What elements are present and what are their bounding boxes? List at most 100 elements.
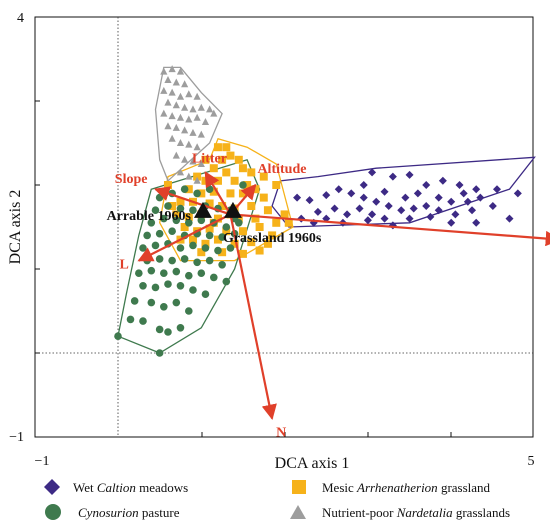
point-cynos <box>193 258 201 267</box>
point-nardetalia <box>193 113 201 121</box>
point-cynos <box>197 216 206 225</box>
point-cynos <box>164 202 172 210</box>
legend-label-arrhenatherion: Mesic Arrhenatherion grassland <box>322 480 491 495</box>
centroid-label-0: Arrable 1960s <box>107 209 192 224</box>
legend-marker-triangle <box>290 505 306 519</box>
legend: Wet Caltion meadows Cynosurion pasture M… <box>44 479 510 520</box>
point-cynos <box>151 206 160 214</box>
point-cynos <box>185 307 193 315</box>
arrow-l <box>137 213 231 262</box>
point-cynos <box>180 185 189 193</box>
point-caltion <box>422 181 431 189</box>
x-tick-label-right: 5 <box>528 454 535 469</box>
point-nardetalia <box>189 128 197 136</box>
point-cynos <box>147 219 156 227</box>
point-nardetalia <box>185 90 193 98</box>
point-cynos <box>185 219 193 227</box>
point-arrhen <box>238 164 247 173</box>
point-caltion <box>405 170 414 179</box>
point-nardetalia <box>168 134 176 142</box>
legend-item-nardetalia: Nutrient-poor Nardetalia grasslands <box>290 505 510 520</box>
point-caltion <box>434 193 443 202</box>
arrow-f <box>230 213 550 247</box>
point-nardetalia <box>210 109 218 117</box>
point-caltion <box>493 185 502 194</box>
point-nardetalia <box>164 76 172 83</box>
centroid-label-1: Grassland 1960s <box>223 231 322 246</box>
x-tick-label-left: −1 <box>35 454 50 469</box>
point-arrhen <box>213 214 222 223</box>
point-cynos <box>172 216 181 225</box>
arrow-label-slope: Slope <box>115 172 148 187</box>
point-arrhen <box>168 202 177 210</box>
point-caltion <box>472 185 481 194</box>
point-arrhen <box>184 185 193 194</box>
point-arrhen <box>280 210 289 219</box>
point-cynos <box>189 286 197 294</box>
point-arrhen <box>176 197 185 206</box>
point-cynos <box>176 324 185 332</box>
point-cynos <box>180 255 189 263</box>
point-cynos <box>155 229 164 238</box>
point-caltion <box>293 193 302 202</box>
point-arrhen <box>163 181 172 189</box>
point-caltion <box>372 197 381 206</box>
point-cynos <box>226 244 235 252</box>
point-nardetalia <box>181 126 189 134</box>
point-caltion <box>447 197 456 206</box>
point-caltion <box>355 204 364 213</box>
point-arrhen <box>251 214 260 223</box>
point-nardetalia <box>197 130 205 138</box>
point-arrhen <box>213 235 222 244</box>
point-caltion <box>468 206 477 215</box>
point-nardetalia <box>172 78 180 86</box>
point-arrhen <box>238 227 247 236</box>
point-nardetalia <box>201 118 210 125</box>
point-nardetalia <box>193 176 201 184</box>
point-arrhen <box>184 212 193 221</box>
point-caltion <box>422 202 431 210</box>
point-nardetalia <box>176 139 185 146</box>
point-cynos <box>176 244 185 252</box>
point-arrhen <box>218 155 227 164</box>
point-arrhen <box>263 239 272 248</box>
point-cynos <box>193 189 201 198</box>
point-caltion <box>476 193 485 202</box>
point-caltion <box>359 193 368 202</box>
point-arrhen <box>213 176 222 185</box>
point-nardetalia <box>172 101 180 109</box>
point-nardetalia <box>185 140 193 148</box>
point-arrhen <box>247 168 256 177</box>
point-caltion <box>380 214 389 223</box>
point-nardetalia <box>185 172 193 180</box>
legend-marker-square <box>292 480 306 494</box>
point-nardetalia <box>189 105 197 113</box>
point-arrhen <box>180 223 189 231</box>
point-arrhen <box>247 238 256 247</box>
point-arrhen <box>272 181 281 189</box>
point-arrhen <box>209 187 218 196</box>
point-cynos <box>164 328 172 336</box>
point-cynos <box>126 315 135 324</box>
point-cynos <box>222 223 231 231</box>
point-cynos <box>201 244 210 252</box>
point-nardetalia <box>164 122 172 130</box>
point-caltion <box>413 189 422 198</box>
point-caltion <box>401 193 410 202</box>
point-arrhen <box>197 248 206 257</box>
point-caltion <box>388 172 397 181</box>
point-cynos <box>114 332 122 341</box>
point-cynos <box>160 214 168 223</box>
point-caltion <box>359 181 368 189</box>
legend-marker-diamond <box>44 479 60 495</box>
point-nardetalia <box>168 65 176 73</box>
point-caltion <box>313 207 322 216</box>
point-cynos <box>172 267 181 276</box>
point-caltion <box>363 216 372 225</box>
point-nardetalia <box>181 103 189 111</box>
point-arrhen <box>234 214 243 223</box>
point-nardetalia <box>176 67 185 75</box>
point-cynos <box>209 273 218 282</box>
point-cynos <box>160 303 168 311</box>
